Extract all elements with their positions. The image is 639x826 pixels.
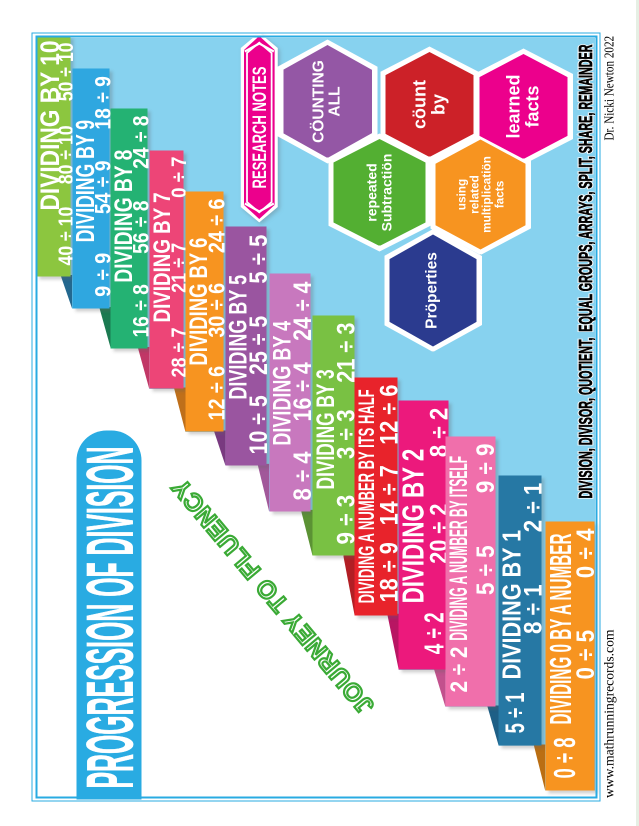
svg-text:5 ÷ 1: 5 ÷ 1 <box>499 692 529 733</box>
svg-text:DIVIDING A NUMBER BY ITSELF: DIVIDING A NUMBER BY ITSELF <box>444 456 472 641</box>
svg-text:4 ÷ 2: 4 ÷ 2 <box>418 612 449 654</box>
svg-text:RESEARCH NOTES: RESEARCH NOTES <box>250 66 271 188</box>
svg-text:DIVISION, DIVISOR, QUOTIENT,: DIVISION, DIVISOR, QUOTIENT, EQUAL GROUP… <box>576 44 596 498</box>
svg-text:8 ÷ 4: 8 ÷ 4 <box>289 451 316 500</box>
svg-text:DIVIDING BY 8: DIVIDING BY 8 <box>109 149 137 282</box>
svg-text:5 ÷ 5: 5 ÷ 5 <box>245 234 272 283</box>
svg-text:PROGRESSION OF DIVISION: PROGRESSION OF DIVISION <box>76 446 142 788</box>
svg-text:DIVIDING BY 7: DIVIDING BY 7 <box>149 192 175 322</box>
svg-text:24 ÷ 4: 24 ÷ 4 <box>289 281 316 341</box>
svg-text:DIVIDING BY 9: DIVIDING BY 9 <box>71 119 99 241</box>
svg-text:2 ÷ 2: 2 ÷ 2 <box>445 646 472 692</box>
svg-text:DIVIDING BY 4: DIVIDING BY 4 <box>268 320 296 445</box>
svg-text:50 ÷ 10: 50 ÷ 10 <box>54 42 77 101</box>
svg-text:10 ÷ 5: 10 ÷ 5 <box>245 394 272 454</box>
svg-text:80 ÷ 10: 80 ÷ 10 <box>54 125 77 184</box>
svg-text:DIVIDING BY 1: DIVIDING BY 1 <box>496 530 526 680</box>
svg-text:9 ÷ 9: 9 ÷ 9 <box>472 443 500 493</box>
svg-text:21 ÷ 7: 21 ÷ 7 <box>167 243 190 293</box>
svg-text:Dr. Nicki Newton 2022: Dr. Nicki Newton 2022 <box>601 35 616 140</box>
svg-text:28 ÷ 7: 28 ÷ 7 <box>167 327 190 377</box>
svg-text:12 ÷ 6: 12 ÷ 6 <box>203 366 229 421</box>
svg-text:21 ÷ 3: 21 ÷ 3 <box>332 322 360 382</box>
svg-text:0 ÷ 4: 0 ÷ 4 <box>571 528 599 578</box>
svg-text:www.mathrunningrecords.com: www.mathrunningrecords.com <box>601 629 616 798</box>
svg-text:0 ÷ 8: 0 ÷ 8 <box>546 737 581 778</box>
svg-text:16 ÷ 4: 16 ÷ 4 <box>289 361 316 421</box>
svg-text:25 ÷ 5: 25 ÷ 5 <box>245 315 272 375</box>
svg-text:DIVIDING BY 2: DIVIDING BY 2 <box>396 449 430 604</box>
svg-text:5 ÷ 5: 5 ÷ 5 <box>472 545 500 595</box>
svg-text:DIVIDING 0 BY A NUMBER: DIVIDING 0 BY A NUMBER <box>543 533 577 724</box>
svg-text:2 ÷ 1: 2 ÷ 1 <box>519 482 547 532</box>
svg-text:DIVISION, DIVISOR, QUOTIENT,: DIVISION, DIVISOR, QUOTIENT, EQUAL GROUP… <box>576 44 596 498</box>
svg-text:30 ÷ 6: 30 ÷ 6 <box>203 283 229 338</box>
svg-text:40 ÷ 10: 40 ÷ 10 <box>54 206 77 265</box>
svg-text:24 ÷ 6: 24 ÷ 6 <box>203 198 229 253</box>
svg-text:DIVIDING BY 6: DIVIDING BY 6 <box>184 238 212 366</box>
svg-text:DIVIDING BY 3: DIVIDING BY 3 <box>311 369 339 489</box>
svg-text:DIVIDING A NUMBER BY ITS HALF: DIVIDING A NUMBER BY ITS HALF <box>353 389 378 603</box>
svg-text:8 ÷ 1: 8 ÷ 1 <box>519 584 547 634</box>
svg-text:DIVIDING BY 10: DIVIDING BY 10 <box>34 40 64 210</box>
svg-text:0 ÷ 5: 0 ÷ 5 <box>571 629 599 679</box>
svg-text:0 ÷ 7: 0 ÷ 7 <box>167 157 190 198</box>
svg-text:DIVIDING BY 5: DIVIDING BY 5 <box>224 274 252 399</box>
